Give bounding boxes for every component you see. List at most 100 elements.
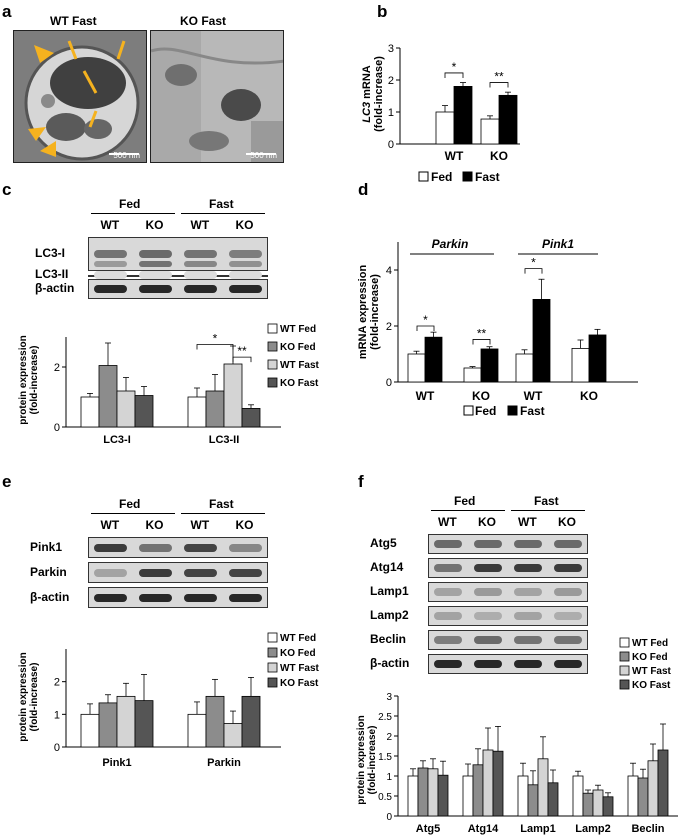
y-tick-label: 0 bbox=[54, 742, 60, 754]
blot-band bbox=[514, 588, 542, 596]
group-label: Pink1 bbox=[542, 237, 574, 251]
blot-row-label: Beclin bbox=[370, 632, 407, 646]
chart-e: 0 1 2 Pink1 Parkin protein expression (fold-in… bbox=[18, 632, 320, 769]
blot-row-label: LC3-I bbox=[35, 246, 65, 260]
bar bbox=[592, 789, 604, 817]
y-tick-label: 2 bbox=[386, 732, 392, 743]
bar bbox=[537, 758, 549, 817]
bar bbox=[602, 796, 614, 817]
blot-strip bbox=[88, 279, 268, 299]
blot-band bbox=[514, 540, 542, 548]
panel-label-c: c bbox=[2, 180, 12, 199]
significance-bracket bbox=[524, 268, 543, 274]
blot-row-label: β-actin bbox=[30, 589, 70, 604]
blot-strip bbox=[88, 587, 268, 608]
bar bbox=[627, 775, 639, 817]
blot-lane-label: KO bbox=[145, 218, 164, 232]
bar bbox=[98, 702, 118, 748]
x-category-label: KO bbox=[490, 149, 508, 163]
legend-label: Fast bbox=[520, 404, 545, 418]
significance-label: * bbox=[213, 332, 218, 346]
x-category-label: Parkin bbox=[207, 757, 241, 769]
blot-band bbox=[184, 285, 217, 293]
legend-swatch bbox=[418, 171, 429, 182]
blot-band bbox=[434, 636, 462, 644]
bar bbox=[98, 365, 118, 428]
x-category-label: Atg14 bbox=[468, 823, 499, 835]
blot-row-label: β-actin bbox=[370, 656, 410, 670]
y-tick-label: 0.5 bbox=[378, 792, 392, 803]
blot-strip bbox=[88, 562, 268, 583]
bar bbox=[637, 777, 649, 817]
blot-row-label: Atg5 bbox=[370, 536, 397, 550]
blot-strip bbox=[428, 654, 588, 674]
panel-label-b: b bbox=[377, 2, 388, 21]
bar bbox=[116, 695, 136, 748]
legend-swatch bbox=[267, 341, 278, 352]
blot-band bbox=[474, 660, 502, 668]
bar bbox=[480, 118, 500, 145]
bar bbox=[532, 299, 551, 383]
chart-d: 0 2 4 WT KO WT KO mRNA expression (fold-increase… bbox=[357, 237, 638, 418]
blot-band bbox=[94, 543, 127, 552]
bar bbox=[588, 334, 607, 383]
legend-swatch bbox=[619, 665, 630, 676]
blot-group-line bbox=[91, 513, 175, 514]
em-image-ko-fast: 500 nm bbox=[150, 30, 284, 163]
bar bbox=[187, 713, 207, 748]
legend-swatch bbox=[267, 377, 278, 388]
blot-band bbox=[554, 612, 582, 620]
panel-label-d: d bbox=[358, 180, 369, 199]
blot-band bbox=[514, 612, 542, 620]
scale-bar-label: 500 nm bbox=[250, 151, 277, 160]
x-category-label: Lamp2 bbox=[575, 823, 610, 835]
bar bbox=[417, 767, 429, 817]
significance-bracket bbox=[444, 72, 464, 78]
bar bbox=[482, 749, 494, 817]
significance-bracket bbox=[489, 82, 509, 88]
significance-bracket bbox=[472, 339, 491, 345]
y-tick-label: 2 bbox=[388, 75, 394, 87]
legend-label: KO Fed bbox=[280, 342, 316, 353]
blot-group-label: Fed bbox=[454, 494, 476, 508]
y-axis-label: protein expression bbox=[18, 335, 29, 424]
blot-band bbox=[514, 564, 542, 572]
legend-label: WT Fed bbox=[280, 633, 316, 644]
blot-band bbox=[139, 250, 172, 258]
em-wt-drawing bbox=[14, 31, 146, 162]
x-category-label: KO bbox=[580, 389, 598, 403]
legend-swatch bbox=[267, 632, 278, 643]
blot-band bbox=[474, 540, 502, 548]
x-category-label: Atg5 bbox=[416, 823, 440, 835]
blot-row-label: Parkin bbox=[30, 564, 67, 579]
blot-band bbox=[139, 285, 172, 293]
y-tick-label: 3 bbox=[386, 692, 392, 703]
blot-band bbox=[434, 660, 462, 668]
blot-band bbox=[554, 660, 582, 668]
bar bbox=[463, 367, 482, 383]
blot-band bbox=[474, 636, 502, 644]
group-label: Parkin bbox=[432, 237, 469, 251]
blot-lane-label: WT bbox=[438, 515, 457, 529]
blot-band bbox=[184, 568, 217, 577]
bar bbox=[407, 353, 426, 383]
blot-lane-label: KO bbox=[235, 218, 254, 232]
em-image-wt-fast: 500 nm bbox=[13, 30, 147, 163]
bar bbox=[472, 764, 484, 817]
y-axis-label: (fold-increase) bbox=[367, 726, 378, 795]
bar bbox=[134, 700, 154, 748]
significance-label: ** bbox=[237, 344, 247, 358]
bar bbox=[453, 86, 473, 145]
legend-swatch bbox=[267, 677, 278, 688]
blot-band bbox=[434, 612, 462, 620]
bar bbox=[187, 396, 207, 428]
bar bbox=[547, 782, 559, 817]
blot-strip bbox=[428, 606, 588, 626]
y-axis-label: (fold-increase) bbox=[373, 56, 385, 132]
bar bbox=[116, 390, 136, 428]
legend-swatch bbox=[267, 323, 278, 334]
chart-c: 0 2 LC3-I LC3-II protein expression (fold-inc… bbox=[18, 323, 320, 446]
blot-lane-label: KO bbox=[478, 515, 496, 529]
x-category-label: Beclin bbox=[631, 823, 664, 835]
blot-group-label: Fast bbox=[209, 197, 234, 211]
